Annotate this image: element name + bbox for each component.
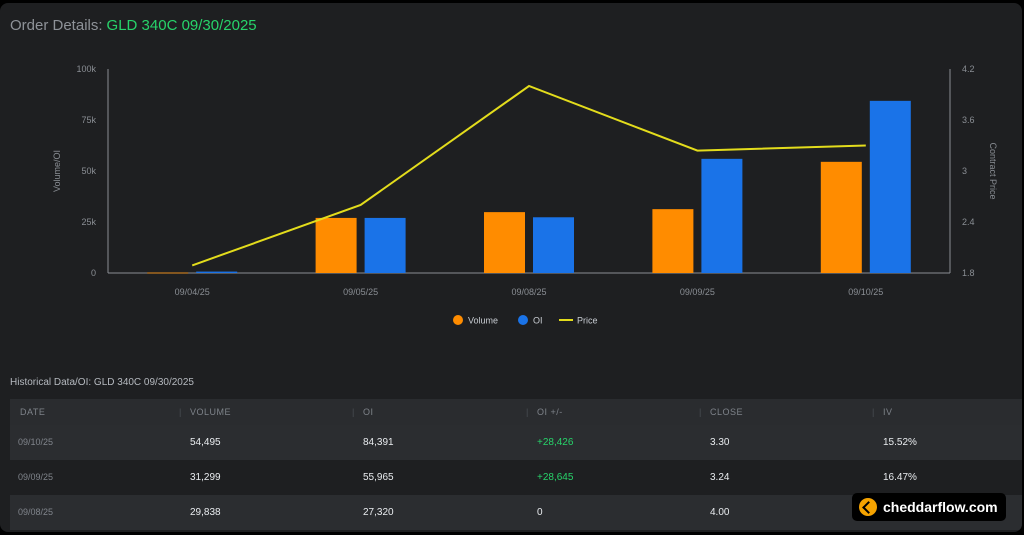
bar-oi-09-09-25 bbox=[701, 158, 743, 273]
bar-volume-09-10-25 bbox=[820, 161, 862, 273]
chart-price-line bbox=[191, 84, 866, 267]
order-details-panel: Order Details: GLD 340C 09/30/2025 0 25k 50… bbox=[0, 3, 1022, 532]
cell-oi-change: 0 bbox=[537, 507, 543, 518]
x-tick-label: 09/04/25 bbox=[175, 287, 210, 297]
cell-date: 09/08/25 bbox=[18, 507, 54, 517]
cell-date: 09/10/25 bbox=[18, 437, 54, 447]
cell-date: 09/09/25 bbox=[18, 472, 54, 482]
column-header-oi[interactable]: OI bbox=[352, 399, 374, 425]
column-header-iv[interactable]: IV bbox=[873, 399, 893, 425]
historical-data-table: DATE VOLUME OI OI +/- CLOSE IV 09/10/25 … bbox=[10, 399, 1022, 530]
y-tick-label: 100k bbox=[76, 64, 96, 74]
x-tick-label: 09/08/25 bbox=[511, 287, 546, 297]
chart-legend: Volume OI Price bbox=[453, 315, 598, 326]
historical-data-title: Historical Data/OI: GLD 340C 09/30/2025 bbox=[10, 377, 194, 388]
y-tick-label: 0 bbox=[91, 268, 96, 278]
bar-volume-09-08-25 bbox=[484, 212, 525, 273]
cell-close: 4.00 bbox=[710, 507, 730, 518]
bar-oi-09-08-25 bbox=[533, 217, 574, 273]
y2-tick-label: 3 bbox=[962, 166, 967, 176]
brand-text: cheddarflow.com bbox=[883, 499, 998, 515]
cell-oi: 55,965 bbox=[363, 472, 394, 483]
x-tick-label: 09/10/25 bbox=[848, 287, 883, 297]
chart-bars bbox=[147, 100, 911, 274]
y-tick-label: 75k bbox=[81, 115, 96, 125]
legend-label-oi: OI bbox=[533, 316, 543, 326]
table-header-row: DATE VOLUME OI OI +/- CLOSE IV bbox=[10, 399, 1022, 425]
cell-oi: 27,320 bbox=[363, 507, 394, 518]
table-row[interactable]: 09/10/25 54,495 84,391 +28,426 3.30 15.5… bbox=[10, 425, 1022, 460]
bar-oi-09-10-25 bbox=[869, 100, 911, 273]
volume-oi-price-chart: 0 25k 50k 75k 100k 1.8 2.4 3 3.6 4.2 Volume/OI Cont… bbox=[52, 64, 998, 326]
cell-volume: 31,299 bbox=[190, 472, 221, 483]
bar-volume-09-09-25 bbox=[652, 209, 694, 273]
cell-volume: 29,838 bbox=[190, 507, 221, 518]
legend-swatch-oi bbox=[518, 315, 528, 325]
price-line bbox=[191, 84, 866, 267]
cell-oi-change: +28,645 bbox=[537, 472, 574, 483]
column-header-oi-change[interactable]: OI +/- bbox=[526, 399, 563, 425]
page-title: Order Details: GLD 340C 09/30/2025 bbox=[10, 17, 257, 34]
cell-close: 3.30 bbox=[710, 437, 730, 448]
y-tick-label: 25k bbox=[81, 217, 96, 227]
title-label: Order Details: bbox=[10, 17, 103, 34]
bar-volume-09-04-25 bbox=[147, 272, 189, 274]
cheddarflow-watermark: cheddarflow.com bbox=[852, 493, 1006, 521]
bar-volume-09-05-25 bbox=[315, 217, 357, 273]
cell-volume: 54,495 bbox=[190, 437, 221, 448]
legend-swatch-volume bbox=[453, 315, 463, 325]
chart-axes: 0 25k 50k 75k 100k 1.8 2.4 3 3.6 4.2 Volume/OI Cont… bbox=[52, 64, 998, 297]
cheddarflow-logo-icon bbox=[859, 498, 877, 516]
bar-oi-09-05-25 bbox=[364, 217, 406, 273]
y2-axis-title: Contract Price bbox=[988, 142, 998, 199]
cell-close: 3.24 bbox=[710, 472, 730, 483]
cell-iv: 16.47% bbox=[883, 472, 917, 483]
column-header-date[interactable]: DATE bbox=[20, 407, 46, 417]
cell-iv: 15.52% bbox=[883, 437, 917, 448]
cell-oi: 84,391 bbox=[363, 437, 394, 448]
legend-label-price: Price bbox=[577, 316, 598, 326]
y2-tick-label: 4.2 bbox=[962, 64, 975, 74]
table-row[interactable]: 09/09/25 31,299 55,965 +28,645 3.24 16.4… bbox=[10, 460, 1022, 495]
column-header-volume[interactable]: VOLUME bbox=[179, 399, 231, 425]
x-tick-label: 09/09/25 bbox=[680, 287, 715, 297]
y2-tick-label: 3.6 bbox=[962, 115, 975, 125]
x-tick-label: 09/05/25 bbox=[343, 287, 378, 297]
bar-oi-09-04-25 bbox=[196, 271, 238, 273]
y2-tick-label: 2.4 bbox=[962, 217, 975, 227]
title-symbol: GLD 340C 09/30/2025 bbox=[106, 17, 257, 34]
column-header-close[interactable]: CLOSE bbox=[699, 399, 743, 425]
y-tick-label: 50k bbox=[81, 166, 96, 176]
cell-oi-change: +28,426 bbox=[537, 437, 574, 448]
y-axis-title: Volume/OI bbox=[52, 150, 62, 192]
y2-tick-label: 1.8 bbox=[962, 268, 975, 278]
legend-label-volume: Volume bbox=[468, 316, 498, 326]
